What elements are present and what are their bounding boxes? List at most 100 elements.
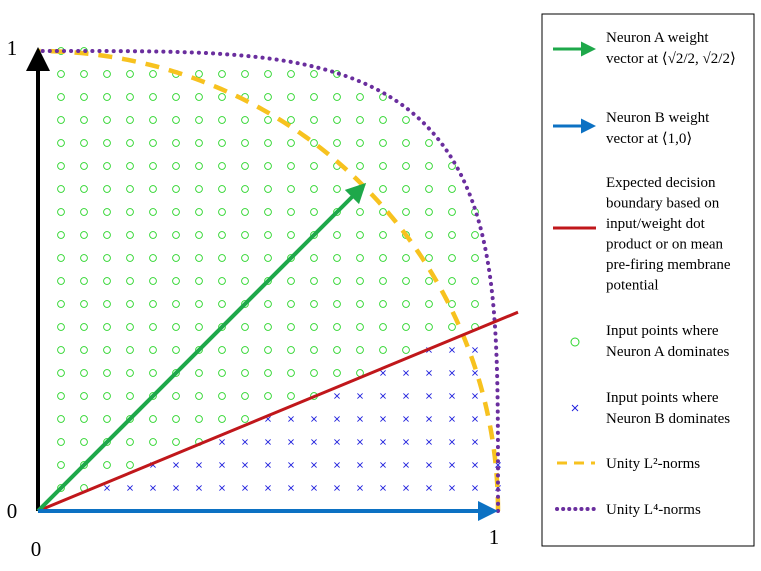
a-point	[264, 323, 272, 331]
a-point	[333, 323, 341, 331]
b-point	[265, 439, 271, 445]
a-point	[103, 369, 111, 377]
a-point	[448, 277, 456, 285]
a-point	[126, 139, 134, 147]
a-point	[103, 277, 111, 285]
b-point-stroke	[196, 485, 202, 491]
a-point	[195, 139, 203, 147]
a-point	[310, 116, 318, 124]
neuron-a-weight-vector	[36, 182, 367, 513]
a-point	[57, 277, 65, 285]
a-point	[195, 277, 203, 285]
b-point-stroke	[242, 439, 248, 445]
a-point	[57, 208, 65, 216]
a-point	[333, 116, 341, 124]
a-point	[287, 208, 295, 216]
b-point-stroke	[219, 439, 225, 445]
a-point	[264, 70, 272, 78]
b-point	[242, 439, 248, 445]
a-point	[126, 323, 134, 331]
a-point	[149, 254, 157, 262]
a-point	[287, 162, 295, 170]
a-point	[425, 323, 433, 331]
a-point	[80, 369, 88, 377]
a-point	[333, 254, 341, 262]
a-point	[172, 93, 180, 101]
a-point	[103, 415, 111, 423]
b-point-stroke	[403, 370, 409, 376]
a-point	[425, 185, 433, 193]
a-point	[103, 323, 111, 331]
a-point	[241, 116, 249, 124]
b-point	[288, 485, 294, 491]
a-point	[356, 93, 364, 101]
a-point	[356, 139, 364, 147]
b-point-stroke	[357, 416, 363, 422]
legend-label-neuron-b: Neuron B weight vector at ⟨1,0⟩	[606, 110, 713, 147]
b-point	[449, 485, 455, 491]
decision-boundary-line	[37, 310, 519, 513]
b-point-stroke	[265, 485, 271, 491]
b-point	[334, 485, 340, 491]
a-point	[402, 277, 410, 285]
a-point	[57, 162, 65, 170]
b-point	[265, 462, 271, 468]
a-point	[402, 162, 410, 170]
a-point	[379, 346, 387, 354]
a-point	[195, 254, 203, 262]
a-point	[126, 185, 134, 193]
a-point	[425, 139, 433, 147]
b-point	[449, 462, 455, 468]
b-point	[104, 485, 110, 491]
a-point	[425, 162, 433, 170]
b-point	[449, 439, 455, 445]
a-point	[126, 162, 134, 170]
a-point	[195, 70, 203, 78]
a-point	[241, 231, 249, 239]
a-point	[172, 438, 180, 446]
a-point	[80, 277, 88, 285]
a-point	[149, 369, 157, 377]
a-point	[195, 300, 203, 308]
b-point-stroke	[449, 347, 455, 353]
y-tick-label-0: 0	[7, 499, 18, 523]
a-point	[264, 300, 272, 308]
a-point	[172, 369, 180, 377]
a-point	[218, 323, 226, 331]
a-point	[356, 323, 364, 331]
a-point	[57, 93, 65, 101]
a-point	[195, 392, 203, 400]
a-point	[57, 438, 65, 446]
b-point	[357, 439, 363, 445]
a-point	[195, 346, 203, 354]
a-point	[172, 415, 180, 423]
a-point	[356, 208, 364, 216]
a-point	[149, 185, 157, 193]
b-point-stroke	[426, 416, 432, 422]
a-point	[126, 93, 134, 101]
a-point	[57, 300, 65, 308]
b-point	[357, 416, 363, 422]
a-point	[80, 392, 88, 400]
b-point	[288, 439, 294, 445]
a-point	[241, 415, 249, 423]
a-point	[218, 116, 226, 124]
a-point	[172, 346, 180, 354]
a-point	[149, 323, 157, 331]
a-point	[80, 300, 88, 308]
a-point	[149, 300, 157, 308]
a-point	[241, 346, 249, 354]
a-point	[264, 162, 272, 170]
b-point	[357, 393, 363, 399]
a-point	[57, 254, 65, 262]
legend: Neuron A weight vector at ⟨√2/2, √2/2⟩ N…	[541, 13, 755, 547]
a-point	[195, 369, 203, 377]
a-point	[80, 438, 88, 446]
a-point	[149, 277, 157, 285]
b-point	[334, 416, 340, 422]
b-point-stroke	[380, 416, 386, 422]
a-point	[448, 231, 456, 239]
b-point	[472, 393, 478, 399]
b-point-stroke	[311, 485, 317, 491]
b-point-stroke	[288, 416, 294, 422]
